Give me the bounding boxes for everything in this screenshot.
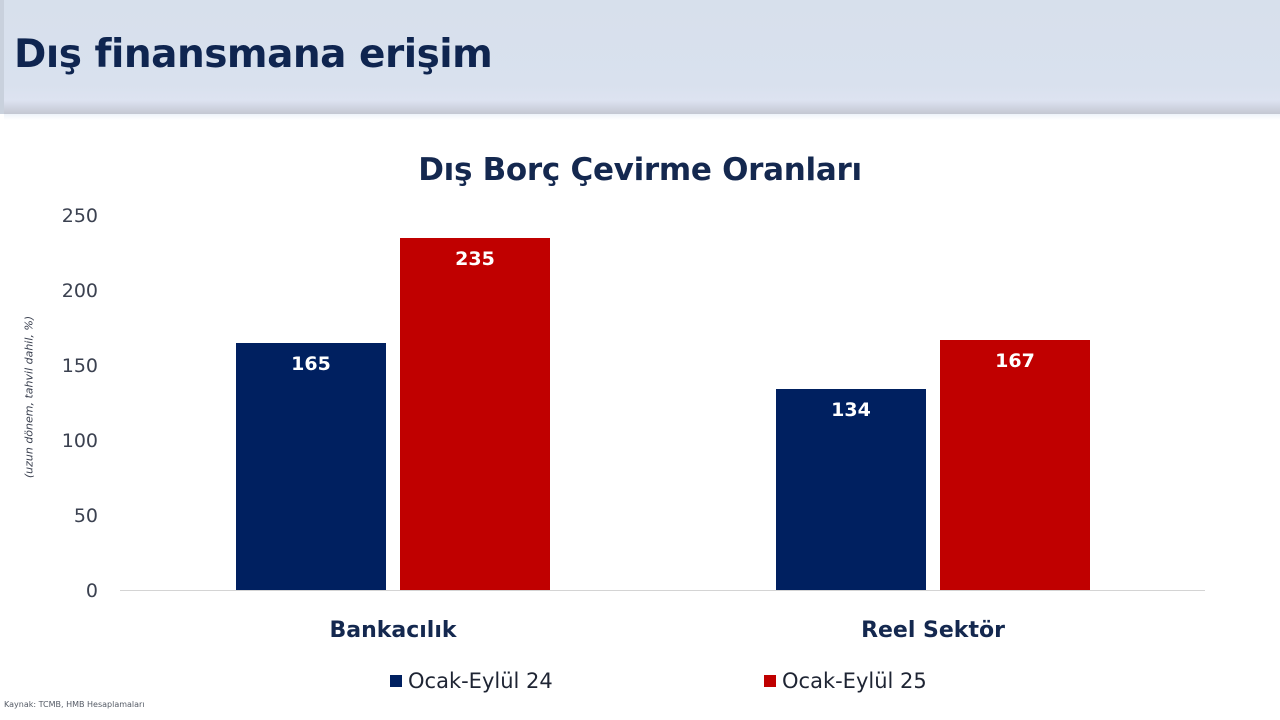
data-label: 235 bbox=[455, 247, 495, 270]
bar-bankacilik-2024: 165 bbox=[236, 342, 386, 590]
y-tick-250: 250 bbox=[61, 205, 98, 227]
data-label: 167 bbox=[995, 349, 1035, 372]
source-note: Kaynak: TCMB, HMB Hesaplamaları bbox=[4, 700, 145, 709]
y-tick-200: 200 bbox=[61, 280, 98, 302]
legend-swatch-navy-icon bbox=[390, 675, 402, 687]
y-tick-100: 100 bbox=[61, 430, 98, 452]
data-label: 134 bbox=[831, 399, 871, 421]
legend-item-2025: Ocak-Eylül 25 bbox=[764, 669, 927, 693]
y-tick-50: 50 bbox=[73, 505, 98, 527]
x-axis-baseline bbox=[120, 590, 1205, 591]
bar-reel-sektor-2025: 167 bbox=[940, 339, 1090, 590]
bar-reel-sektor-2024: 134 bbox=[776, 389, 926, 590]
category-label-reel-sektor: Reel Sektör bbox=[861, 618, 1005, 643]
page-title: Dış finansmana erişim bbox=[14, 32, 493, 77]
legend-label: Ocak-Eylül 24 bbox=[408, 669, 553, 693]
y-tick-0: 0 bbox=[85, 580, 98, 602]
header-band: Dış finansmana erişim bbox=[0, 0, 1280, 120]
data-label: 165 bbox=[291, 352, 331, 375]
legend-label: Ocak-Eylül 25 bbox=[782, 669, 927, 693]
chart-title: Dış Borç Çevirme Oranları bbox=[418, 152, 862, 188]
bar-bankacilik-2025: 235 bbox=[400, 237, 550, 590]
legend-swatch-red-icon bbox=[764, 675, 776, 687]
category-label-bankacilik: Bankacılık bbox=[329, 618, 457, 643]
y-axis-label: (uzun dönem, tahvil dahil, %) bbox=[22, 315, 36, 479]
y-tick-150: 150 bbox=[61, 355, 98, 377]
legend-item-2024: Ocak-Eylül 24 bbox=[390, 669, 553, 693]
